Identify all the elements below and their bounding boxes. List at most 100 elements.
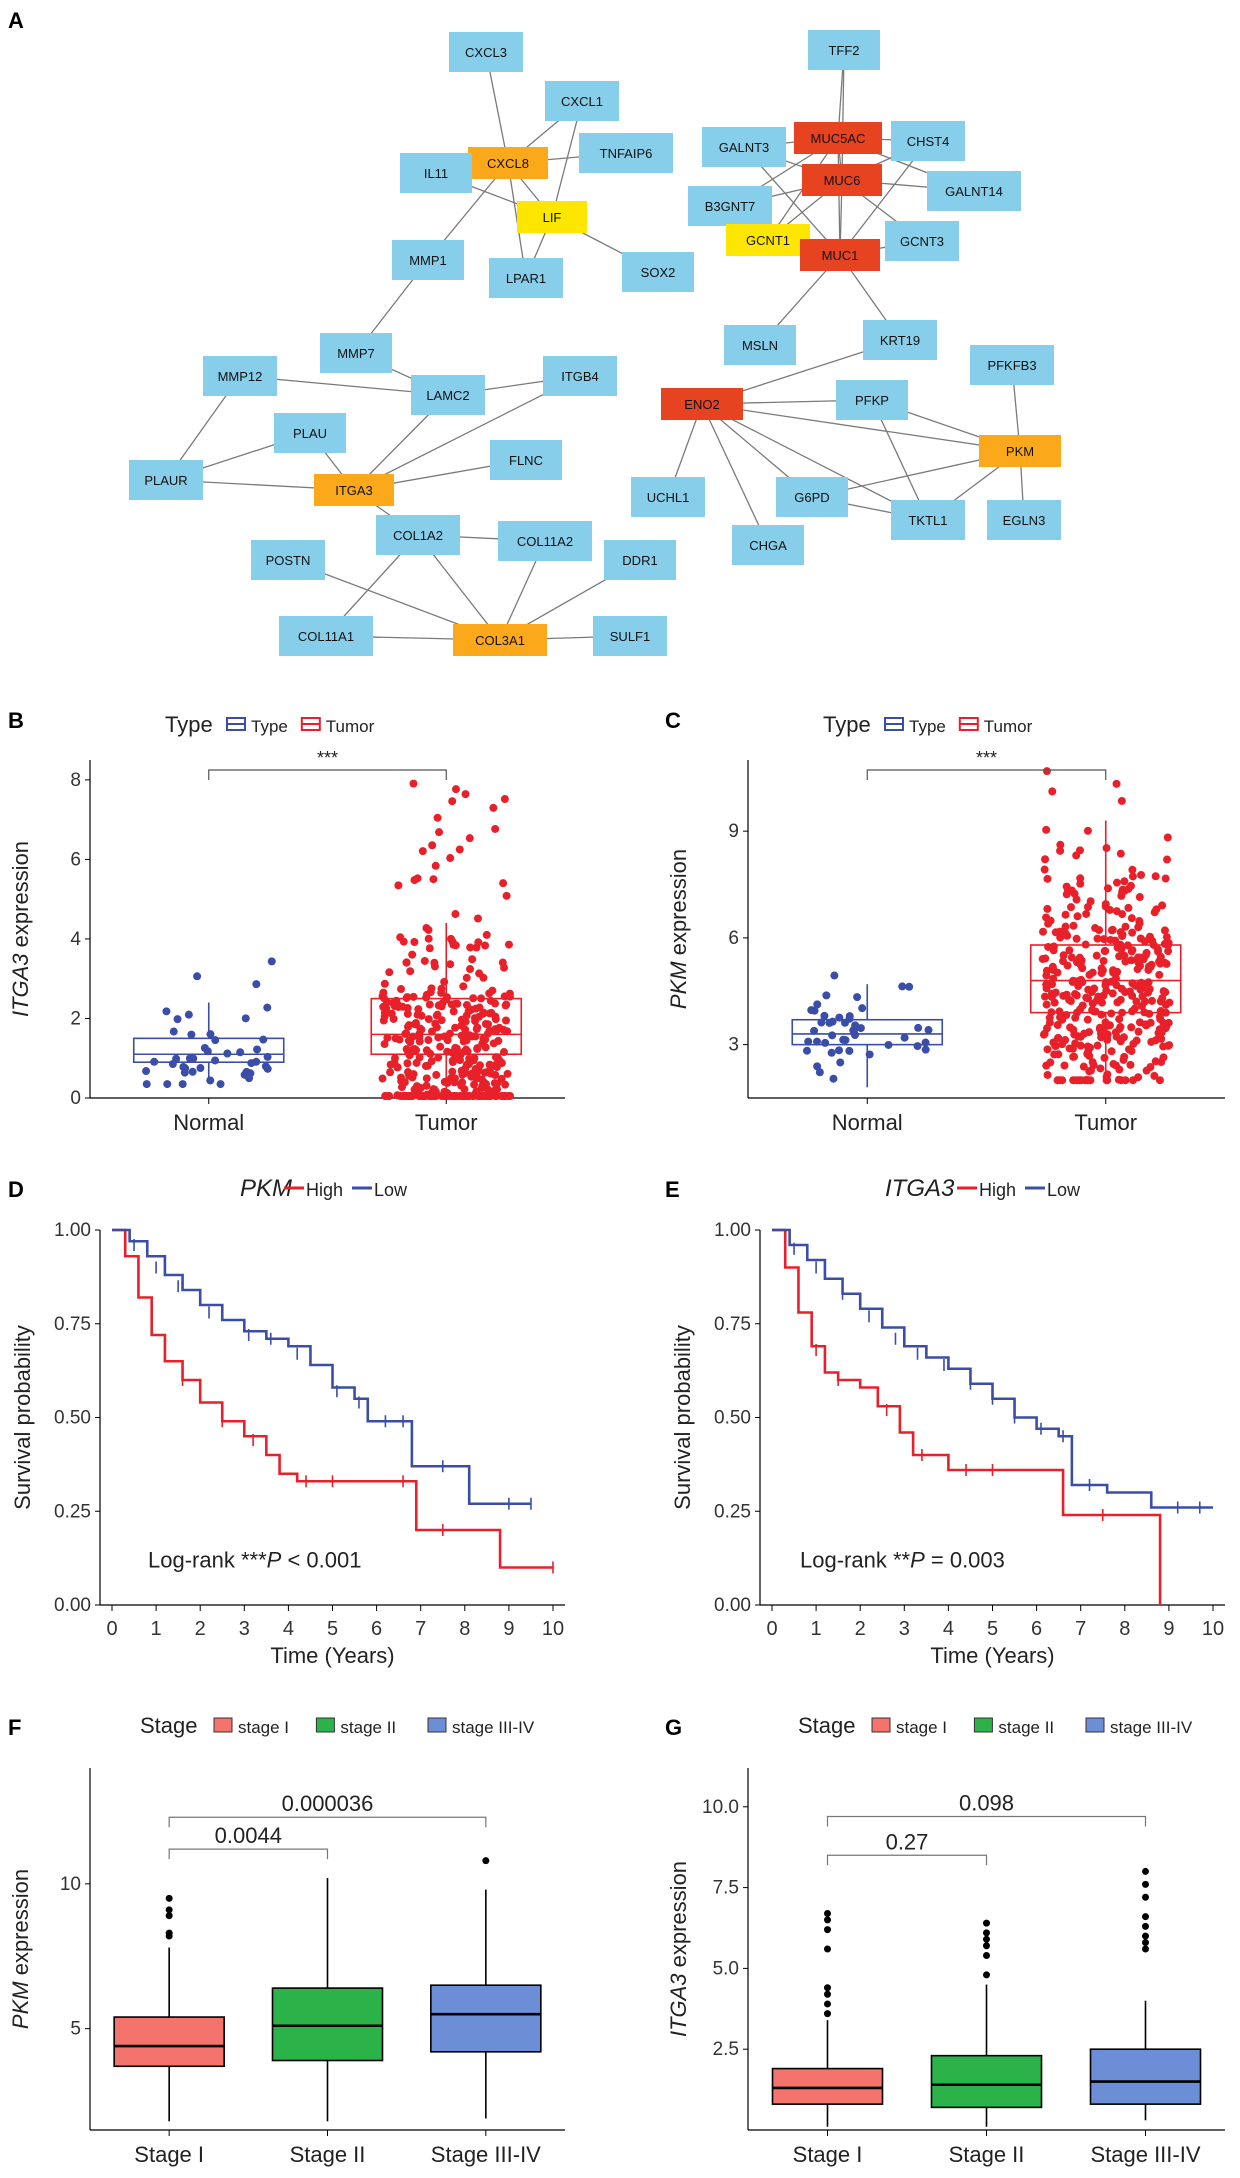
panel-b-point (380, 1008, 389, 1017)
panel-e-xtick-label: 5 (987, 1618, 998, 1640)
panel-f-legend-key (427, 1717, 447, 1733)
panel-b-point (263, 1064, 272, 1073)
panel-b-point (477, 1092, 486, 1101)
panel-b-point (505, 992, 514, 1001)
panel-b-point (462, 1036, 471, 1045)
panel-g-outlier (824, 1984, 831, 1992)
panel-g-legend-key (973, 1717, 993, 1733)
node-label-GCNT1: GCNT1 (746, 233, 790, 248)
node-box-MSLN (724, 325, 796, 365)
panel-e-xtick-label: 1 (811, 1618, 822, 1640)
panel-c-point (802, 1046, 811, 1055)
panel-e-curve-high (772, 1228, 1162, 1605)
node-box-GALNT14 (927, 171, 1021, 211)
panel-c-point (1163, 855, 1172, 864)
panel-f-legend-key (213, 1717, 233, 1733)
node-PFKP: PFKP (836, 380, 908, 420)
panel-c-point (1045, 1018, 1054, 1027)
panel-b-point (173, 1015, 182, 1024)
panel-b-point (142, 1067, 151, 1076)
panel-e-ytick-label: 0.25 (714, 1501, 751, 1522)
node-label-TFF2: TFF2 (828, 43, 859, 58)
node-box-SULF1 (593, 616, 667, 656)
panel-b-point (460, 1085, 469, 1094)
panel-d-logrank-value: < 0.001 (281, 1548, 361, 1573)
node-PFKFB3: PFKFB3 (970, 345, 1054, 385)
panel-b-point (409, 992, 418, 1001)
panel-c-point (1042, 767, 1051, 776)
panel-f-box-rect (430, 1984, 542, 2053)
panel-b-jitter-1 (378, 779, 514, 1101)
panel-c-point (1116, 1022, 1125, 1031)
panel-b-xtick-label: Normal (173, 1110, 244, 1135)
panel-b-point (200, 1043, 209, 1052)
panel-c-legend-title: Type (823, 712, 871, 737)
panel-c-point (1049, 946, 1058, 955)
panel-c-point (1101, 902, 1110, 911)
panel-b-point (434, 1033, 443, 1042)
panel-c-point (1072, 991, 1081, 1000)
panel-b-point (427, 1092, 436, 1101)
panel-b-point (211, 1056, 220, 1065)
panel-f-outlier (165, 1912, 173, 1920)
edge-ITGB4-ITGA3 (353, 375, 581, 491)
panel-b-jitter-0 (142, 957, 276, 1089)
panel-b-point (393, 1063, 402, 1072)
panel-b-point (485, 1027, 494, 1036)
panel-c-point (1159, 1042, 1168, 1051)
node-box-DDR1 (604, 540, 676, 580)
panel-b-point (443, 1078, 452, 1087)
panel-c-point (1161, 1000, 1170, 1009)
panel-g-box-rect (930, 2054, 1043, 2109)
node-box-TKTL1 (891, 500, 965, 540)
panel-c-point (813, 1037, 822, 1046)
panel-d-xtick-label: 5 (327, 1618, 338, 1640)
panel-b-point (402, 958, 411, 967)
panel-c-point (1135, 917, 1144, 926)
panel-g-outlier (983, 1935, 990, 1943)
panel-b-ytick-label: 0 (70, 1088, 81, 1109)
panel-b-point (449, 1007, 458, 1016)
panel-c-point (1117, 1076, 1126, 1085)
panel-c-point (1066, 997, 1075, 1006)
panel-c-point (1135, 1018, 1144, 1027)
panel-b-point (187, 1030, 196, 1039)
node-LAMC2: LAMC2 (411, 375, 485, 415)
panel-c-point (1092, 951, 1101, 960)
panel-c-ytick-label: 3 (728, 1035, 739, 1056)
panel-g-bracket-1 (826, 1815, 1147, 1827)
node-PLAU: PLAU (274, 413, 346, 453)
panel-b-point (401, 1092, 410, 1101)
panel-b-point (443, 993, 452, 1002)
panel-f-box-0 (113, 1894, 225, 2122)
panel-b-point (439, 1092, 448, 1101)
panel-c-point (1065, 1044, 1074, 1053)
panel-c-point (1138, 992, 1147, 1001)
panel-b-point (386, 1060, 395, 1069)
node-GCNT1: GCNT1 (726, 224, 810, 256)
panel-b-point (502, 891, 511, 900)
panel-b-point (436, 1042, 445, 1051)
panel-b-point (465, 834, 474, 843)
panel-b-point (438, 999, 447, 1008)
panel-e-logrank-p: P (910, 1548, 925, 1573)
node-box-CHGA (732, 525, 804, 565)
panel-c-point (836, 1058, 845, 1067)
panel-f-box-rect (113, 2016, 225, 2068)
node-COL1A2: COL1A2 (376, 515, 460, 555)
panel-f-legend-item: stage I (238, 1718, 289, 1737)
panel-b-point (433, 1010, 442, 1019)
panel-b-point (491, 1015, 500, 1024)
panel-d-curve-low (112, 1228, 531, 1506)
panel-c-point (1099, 935, 1108, 944)
panel-b-point (422, 1081, 431, 1090)
panel-b-point (458, 1070, 467, 1079)
panel-b-ytick-label: 6 (70, 849, 81, 870)
node-TKTL1: TKTL1 (891, 500, 965, 540)
panel-b-point (428, 841, 437, 850)
panel-b-point (435, 828, 444, 837)
panel-b-point (422, 1074, 431, 1083)
panel-b-point (409, 1070, 418, 1079)
panel-c-point (1042, 913, 1051, 922)
